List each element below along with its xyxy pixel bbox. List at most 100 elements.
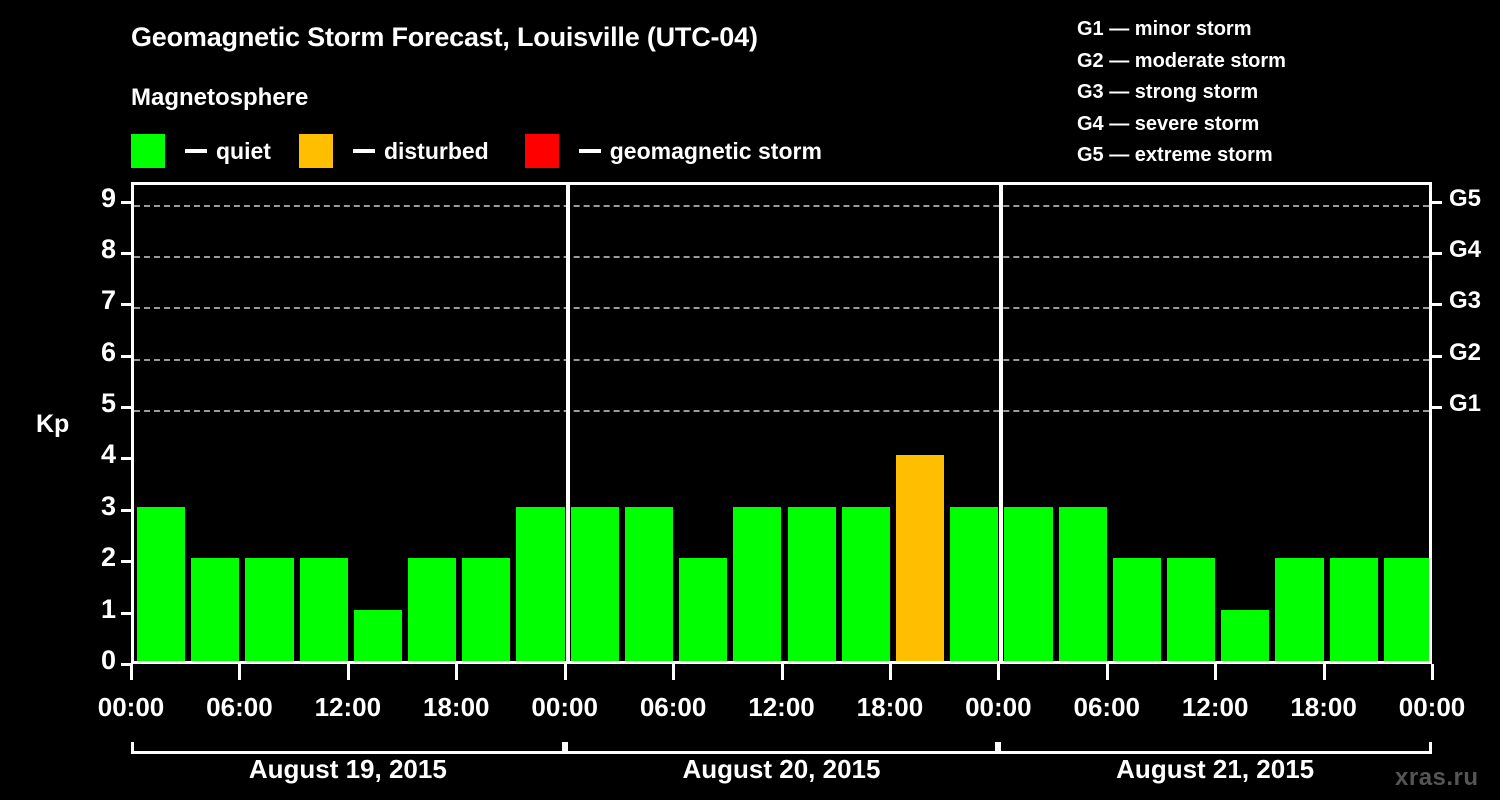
legend-label-disturbed: disturbed xyxy=(383,137,489,164)
x-tick-4 xyxy=(563,664,567,680)
y-tick-6 xyxy=(121,354,131,358)
bar-series xyxy=(134,185,1429,661)
x-tick-12 xyxy=(1431,664,1434,680)
bar xyxy=(679,558,728,661)
legend-label-quiet: quiet xyxy=(216,137,271,164)
date-bracket-2 xyxy=(564,742,999,754)
y-tick-label-1: 1 xyxy=(100,593,116,624)
x-tick-label-12: 00:00 xyxy=(1398,692,1466,722)
y-tick-label-7: 7 xyxy=(100,285,116,316)
y-tick-label-2: 2 xyxy=(100,542,116,573)
bar xyxy=(137,506,186,661)
y-tick-5 xyxy=(121,406,131,410)
bar xyxy=(787,506,836,661)
legend-entry-quiet: quiet xyxy=(131,134,271,168)
date-bracket-3 xyxy=(998,742,1432,754)
bar xyxy=(1221,609,1270,661)
x-tick-9 xyxy=(1105,664,1109,680)
g-axis-label-G1: G1 xyxy=(1449,390,1482,418)
gridline-kp-8 xyxy=(134,255,1429,258)
gridline-kp-6 xyxy=(134,358,1429,361)
bar xyxy=(245,558,294,661)
x-tick-6 xyxy=(780,664,784,680)
x-tick-label-1: 06:00 xyxy=(206,692,273,722)
x-tick-label-5: 06:00 xyxy=(639,692,707,722)
x-tick-label-4: 00:00 xyxy=(531,692,598,722)
day-divider-1 xyxy=(565,185,570,661)
gridline-kp-5 xyxy=(134,410,1429,413)
x-tick-label-8: 00:00 xyxy=(965,692,1032,722)
x-tick-2 xyxy=(346,664,350,680)
x-tick-11 xyxy=(1322,664,1326,680)
y-tick-9 xyxy=(121,200,131,204)
legend-dash-icon xyxy=(185,149,207,153)
bar xyxy=(895,455,945,661)
g-axis-label-G4: G4 xyxy=(1449,235,1482,263)
x-tick-0 xyxy=(130,664,133,680)
date-label-3: August 21, 2015 xyxy=(1116,754,1315,784)
bar xyxy=(1275,558,1324,661)
bar xyxy=(516,506,565,661)
g-tick-G3 xyxy=(1432,303,1442,307)
gridline-kp-9 xyxy=(134,204,1429,207)
y-tick-8 xyxy=(121,251,131,255)
watermark: xras.ru xyxy=(1395,764,1479,791)
y-tick-label-3: 3 xyxy=(100,490,116,521)
date-label-1: August 19, 2015 xyxy=(248,754,447,784)
gridline-kp-7 xyxy=(134,307,1429,310)
legend-swatch-storm xyxy=(524,134,559,168)
y-tick-0 xyxy=(121,663,131,666)
x-tick-label-11: 18:00 xyxy=(1290,692,1357,722)
y-tick-3 xyxy=(121,508,131,512)
g-scale-row-5: G5 — extreme storm xyxy=(1077,144,1273,166)
x-tick-1 xyxy=(238,664,242,680)
g-tick-G1 xyxy=(1432,406,1442,410)
bar xyxy=(1166,558,1216,661)
plot-area xyxy=(131,182,1432,664)
day-divider-2 xyxy=(999,185,1004,661)
x-tick-label-6: 12:00 xyxy=(748,692,815,722)
bar xyxy=(570,506,619,661)
y-axis-title: Kp xyxy=(36,410,70,438)
y-tick-label-4: 4 xyxy=(100,439,116,470)
bar xyxy=(624,506,674,661)
y-tick-4 xyxy=(121,457,131,461)
g-scale-row-2: G2 — moderate storm xyxy=(1077,49,1286,72)
x-tick-label-9: 06:00 xyxy=(1073,692,1141,722)
legend-swatch-quiet xyxy=(131,134,165,168)
y-tick-label-9: 9 xyxy=(100,182,116,213)
g-scale-row-4: G4 — severe storm xyxy=(1077,112,1260,135)
date-label-2: August 20, 2015 xyxy=(682,754,881,784)
g-axis-label-G2: G2 xyxy=(1449,338,1482,366)
y-tick-1 xyxy=(121,611,131,615)
x-tick-label-3: 18:00 xyxy=(423,692,490,722)
legend-entry-storm: geomagnetic storm xyxy=(524,134,822,168)
y-tick-2 xyxy=(121,560,131,564)
bar xyxy=(299,558,348,661)
date-bracket-1 xyxy=(131,742,565,754)
bar xyxy=(191,558,240,661)
magnetosphere-legend: quiet disturbed geomagnetic storm xyxy=(131,134,822,168)
legend-label-storm: geomagnetic storm xyxy=(609,137,822,164)
y-tick-label-6: 6 xyxy=(100,336,116,367)
bar xyxy=(1329,558,1378,661)
bar xyxy=(733,506,782,661)
g-axis-label-G3: G3 xyxy=(1449,287,1482,315)
page-title: Geomagnetic Storm Forecast, Louisville (… xyxy=(131,22,758,52)
bar xyxy=(462,558,511,661)
y-tick-label-0: 0 xyxy=(100,645,116,675)
bar xyxy=(1058,506,1107,661)
y-tick-label-8: 8 xyxy=(100,233,116,264)
day-dividers xyxy=(134,185,1429,661)
magnetosphere-heading: Magnetosphere xyxy=(131,84,309,111)
legend-entry-disturbed: disturbed xyxy=(298,134,489,168)
bar xyxy=(408,558,457,661)
x-tick-label-2: 12:00 xyxy=(314,692,382,722)
g-tick-G4 xyxy=(1432,251,1442,255)
x-tick-5 xyxy=(672,664,676,680)
y-tick-7 xyxy=(121,303,131,307)
g-tick-G2 xyxy=(1432,354,1442,358)
x-tick-label-0: 00:00 xyxy=(97,692,165,722)
g-tick-G5 xyxy=(1432,200,1442,204)
bar xyxy=(1383,558,1429,661)
